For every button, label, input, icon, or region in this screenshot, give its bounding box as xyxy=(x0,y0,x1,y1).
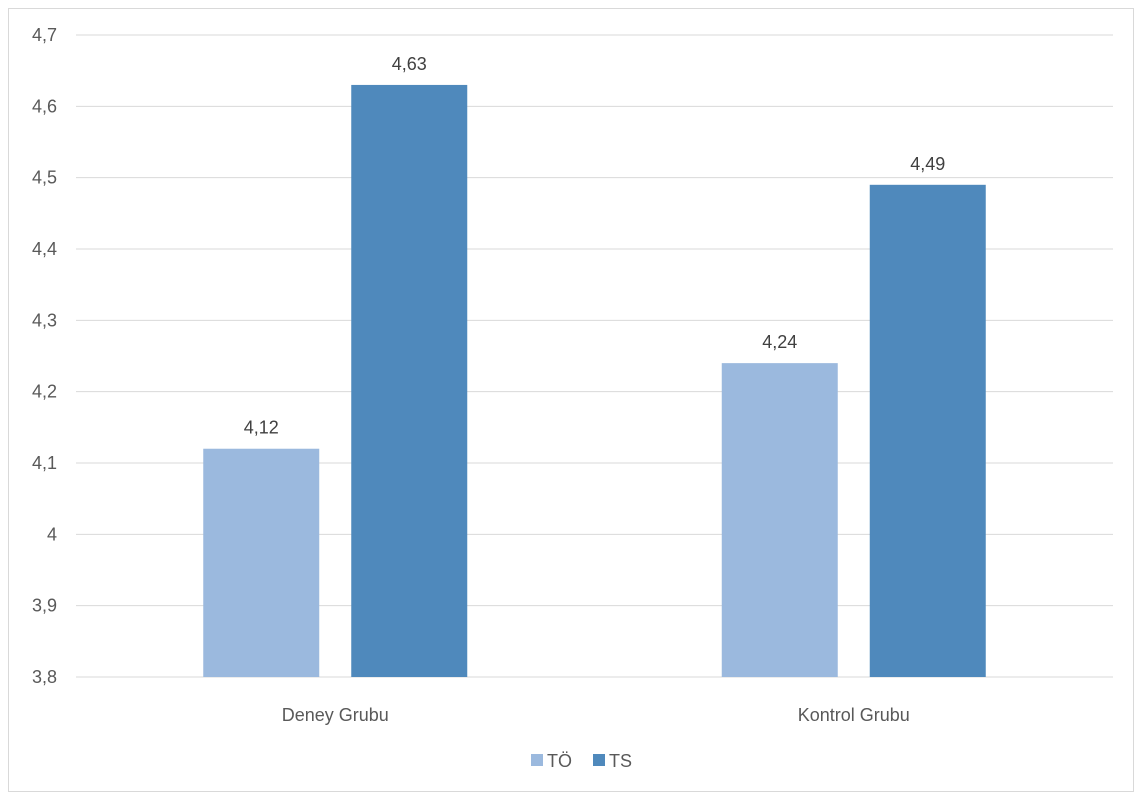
legend-swatch xyxy=(593,754,605,766)
bar-ts-2 xyxy=(869,184,986,678)
bar-t-2 xyxy=(721,363,838,677)
y-axis-ticks: 3,8 3,9 4 4,1 4,2 4,3 4,4 4,5 4,6 4,7 xyxy=(32,25,57,687)
y-tick-label: 4,3 xyxy=(32,310,57,330)
data-labels: 4,12 4,63 4,24 4,49 xyxy=(244,54,946,438)
y-tick-label: 4,2 xyxy=(32,382,57,402)
bar-t-1 xyxy=(203,448,320,677)
legend-swatch xyxy=(531,754,543,766)
y-tick-label: 4,7 xyxy=(32,25,57,45)
category-label: Deney Grubu xyxy=(282,705,389,725)
y-tick-label: 4,1 xyxy=(32,453,57,473)
data-label: 4,49 xyxy=(910,154,945,174)
data-label: 4,24 xyxy=(762,332,797,352)
bars xyxy=(203,84,986,678)
category-labels: Deney Grubu Kontrol Grubu xyxy=(282,705,910,725)
legend-label: TÖ xyxy=(547,751,572,771)
category-label: Kontrol Grubu xyxy=(798,705,910,725)
data-label: 4,63 xyxy=(392,54,427,74)
y-tick-label: 4,4 xyxy=(32,239,57,259)
y-tick-label: 3,8 xyxy=(32,667,57,687)
data-label: 4,12 xyxy=(244,418,279,438)
y-tick-label: 3,9 xyxy=(32,596,57,616)
legend: TÖ TS xyxy=(531,751,632,771)
y-tick-label: 4,5 xyxy=(32,168,57,188)
bar-ts-1 xyxy=(351,84,468,677)
y-tick-label: 4,6 xyxy=(32,96,57,116)
y-tick-label: 4 xyxy=(47,524,57,544)
legend-label: TS xyxy=(609,751,632,771)
